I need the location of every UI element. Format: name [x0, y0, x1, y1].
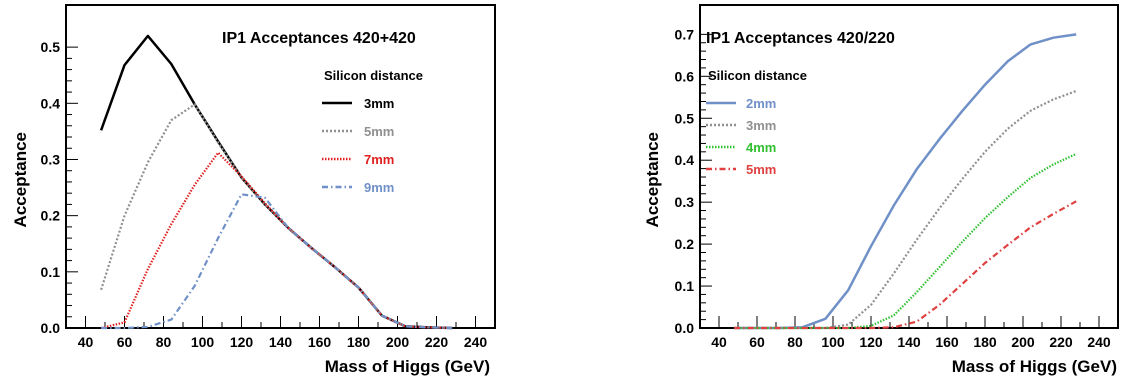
series-group-right	[734, 33, 1077, 330]
y-tick-label: 0.2	[41, 208, 61, 224]
x-tick-label: 160	[935, 334, 959, 350]
x-tick-label: 220	[425, 334, 449, 350]
chart-title-left: IP1 Acceptances 420+420	[222, 30, 416, 47]
y-axis-right: 0.0 0.1 0.2 0.3 0.4 0.5 0.6 0.7	[675, 26, 712, 336]
legend-label-5mm: 5mm	[364, 124, 394, 139]
legend-label-3mm: 3mm	[746, 118, 776, 133]
x-tick-label: 140	[897, 334, 921, 350]
legend-label-4mm: 4mm	[746, 140, 776, 155]
x-tick-label: 200	[386, 334, 410, 350]
x-tick-label: 240	[464, 334, 488, 350]
legend-label-3mm: 3mm	[364, 96, 394, 111]
x-tick-label: 120	[859, 334, 883, 350]
x-tick-label: 220	[1049, 334, 1073, 350]
y-tick-label: 0.4	[675, 152, 695, 168]
chart-left: 0.0 0.1 0.2 0.3 0.4 0.5 40 60 80 100 120 140 160 180…	[11, 4, 496, 376]
y-tick-label: 0.6	[675, 68, 695, 84]
x-tick-label: 100	[191, 334, 215, 350]
y-tick-label: 0.5	[41, 39, 61, 55]
y-tick-label: 0.7	[675, 26, 695, 42]
y-tick-label: 0.2	[675, 236, 695, 252]
y-tick-label: 0.5	[675, 110, 695, 126]
chart-right: 0.0 0.1 0.2 0.3 0.4 0.5 0.6 0.7 40 60 80 100 120 140…	[643, 4, 1119, 376]
legend-title-left: Silicon distance	[324, 68, 423, 83]
x-tick-label: 180	[973, 334, 997, 350]
x-tick-label: 180	[347, 334, 371, 350]
x-axis-label-left: Mass of Higgs (GeV)	[325, 357, 490, 376]
x-tick-label: 200	[1011, 334, 1035, 350]
legend-title-right: Silicon distance	[708, 68, 807, 83]
x-tick-label: 120	[230, 334, 254, 350]
x-axis-left: 40 60 80 100 120 140 160 180 200 220 240	[65, 316, 496, 350]
chart-title-right: IP1 Acceptances 420/220	[706, 30, 895, 47]
x-axis-right: 40 60 80 100 120 140 160 180 200 220 240	[699, 316, 1119, 350]
y-tick-label: 0.0	[675, 320, 695, 336]
legend-left: 3mm 5mm 7mm 9mm	[322, 96, 394, 195]
legend-label-9mm: 9mm	[364, 180, 394, 195]
series-group-left	[99, 34, 453, 330]
x-tick-label: 80	[156, 334, 172, 350]
y-tick-label: 0.0	[41, 320, 61, 336]
series-line-3mm	[734, 89, 1077, 330]
y-tick-label: 0.1	[675, 278, 695, 294]
legend-label-2mm: 2mm	[746, 96, 776, 111]
x-tick-label: 160	[308, 334, 332, 350]
x-tick-label: 80	[787, 334, 803, 350]
y-axis-label-left: Acceptance	[11, 132, 30, 227]
x-tick-label: 40	[78, 334, 94, 350]
x-tick-label: 140	[269, 334, 293, 350]
y-axis-left: 0.0 0.1 0.2 0.3 0.4 0.5	[41, 39, 78, 336]
series-line-7mm	[100, 151, 453, 330]
y-tick-label: 0.3	[675, 194, 695, 210]
x-tick-label: 60	[749, 334, 765, 350]
x-tick-label: 60	[117, 334, 133, 350]
y-tick-label: 0.1	[41, 264, 61, 280]
legend-label-5mm: 5mm	[746, 162, 776, 177]
x-tick-label: 40	[711, 334, 727, 350]
y-tick-label: 0.4	[41, 95, 61, 111]
x-axis-label-right: Mass of Higgs (GeV)	[952, 357, 1117, 376]
series-line-9mm	[101, 193, 453, 330]
y-axis-label-right: Acceptance	[643, 132, 662, 227]
legend-right: 2mm 3mm 4mm 5mm	[706, 96, 776, 177]
series-line-4mm	[734, 152, 1077, 330]
legend-label-7mm: 7mm	[364, 152, 394, 167]
x-tick-label: 240	[1087, 334, 1111, 350]
series-line-5mm	[734, 200, 1077, 330]
y-tick-label: 0.3	[41, 151, 61, 167]
x-tick-label: 100	[821, 334, 845, 350]
plot-frame-left	[65, 4, 496, 329]
